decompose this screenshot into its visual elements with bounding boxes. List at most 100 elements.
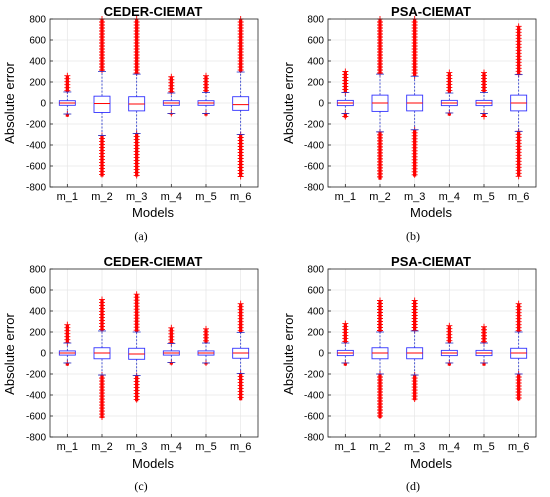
panel-title: CEDER-CIEMAT [104, 4, 203, 19]
y-tick-label: 0 [40, 349, 46, 360]
outlier-marker [481, 113, 487, 120]
y-tick-label: 800 [307, 15, 324, 26]
x-tick-label: m_2 [369, 191, 390, 203]
x-tick-label: m_1 [335, 441, 356, 453]
box-m_2 [93, 296, 111, 421]
outlier-marker [133, 172, 140, 179]
panel-title: PSA-CIEMAT [391, 254, 471, 269]
y-tick-label: 0 [318, 349, 324, 360]
x-tick-label: m_3 [126, 191, 147, 203]
x-tick-label: m_2 [91, 441, 112, 453]
y-tick-label: 600 [29, 36, 46, 47]
y-tick-label: 800 [29, 15, 46, 26]
y-tick-label: -800 [26, 183, 46, 194]
y-tick-label: 800 [307, 265, 324, 276]
box-m_4 [162, 324, 180, 366]
box-m_6 [510, 300, 528, 401]
y-tick-label: 0 [40, 99, 46, 110]
panel-title: CEDER-CIEMAT [104, 254, 203, 269]
outlier-marker [377, 173, 383, 180]
y-axis-label: Absolute error [2, 313, 17, 395]
x-tick-label: m_6 [230, 191, 251, 203]
y-axis-label: Absolute error [281, 62, 296, 144]
x-tick-label: m_6 [230, 441, 251, 453]
panel-caption: (b) [406, 229, 420, 243]
x-axis-label: Models [132, 205, 174, 220]
box-m_4 [440, 322, 458, 366]
x-tick-label: m_6 [508, 441, 529, 453]
box-m_3 [128, 16, 146, 179]
box-m_1 [336, 320, 354, 366]
x-tick-label: m_3 [404, 441, 425, 453]
y-tick-label: 400 [29, 307, 46, 318]
outlier-marker [411, 396, 418, 403]
box-m_3 [128, 291, 146, 403]
y-tick-label: -800 [26, 433, 46, 444]
x-tick-label: m_4 [161, 441, 182, 453]
outlier-marker [168, 339, 175, 346]
y-tick-label: 200 [29, 78, 46, 89]
y-tick-label: -600 [304, 412, 324, 423]
y-tick-label: 600 [307, 36, 324, 47]
outlier-marker [99, 171, 105, 178]
box-m_5 [475, 323, 493, 366]
panel-c: CEDER-CIEMAT Absolute error Models (c) -… [2, 254, 259, 493]
y-tick-label: -400 [304, 391, 324, 402]
y-tick-label: 400 [29, 57, 46, 68]
box-m_1 [58, 321, 76, 366]
x-axis-label: Models [410, 205, 452, 220]
y-tick-label: 200 [307, 328, 324, 339]
outlier-marker [411, 171, 418, 178]
box-m_5 [197, 325, 215, 366]
outlier-marker [515, 395, 522, 401]
x-tick-label: m_2 [369, 441, 390, 453]
outlier-marker [377, 70, 383, 76]
outlier-marker [237, 394, 244, 401]
outlier-marker [515, 173, 522, 180]
y-tick-label: -400 [304, 141, 324, 152]
y-tick-label: -600 [26, 162, 46, 173]
x-tick-label: m_5 [195, 441, 216, 453]
outlier-marker [99, 67, 105, 73]
panel-title: PSA-CIEMAT [391, 4, 471, 19]
panel-b: PSA-CIEMAT Absolute error Models (b) -80… [281, 4, 537, 243]
y-tick-label: 400 [307, 307, 324, 318]
panel-caption: (c) [134, 479, 147, 493]
y-tick-label: -200 [304, 370, 324, 381]
y-tick-label: -800 [304, 433, 324, 444]
box-m_3 [406, 16, 424, 178]
y-tick-label: 200 [307, 78, 324, 89]
box-m_6 [232, 300, 250, 401]
y-tick-label: 800 [29, 265, 46, 276]
panel-d: PSA-CIEMAT Absolute error Models (d) -80… [281, 254, 537, 493]
y-axis-label: Absolute error [281, 313, 296, 395]
x-tick-label: m_4 [161, 191, 182, 203]
x-tick-label: m_3 [126, 441, 147, 453]
y-tick-label: -600 [26, 412, 46, 423]
x-tick-label: m_1 [57, 191, 78, 203]
box-m_4 [162, 73, 180, 117]
x-tick-label: m_2 [91, 191, 112, 203]
outlier-marker [99, 414, 105, 421]
outlier-marker [446, 87, 453, 94]
x-tick-label: m_3 [404, 191, 425, 203]
y-tick-label: 400 [307, 57, 324, 68]
y-tick-label: -200 [304, 120, 324, 131]
y-tick-label: 600 [307, 286, 324, 297]
y-tick-label: 200 [29, 328, 46, 339]
x-tick-label: m_1 [335, 191, 356, 203]
x-axis-label: Models [132, 456, 174, 471]
outlier-marker [377, 413, 383, 419]
box-m_2 [371, 297, 389, 419]
x-tick-label: m_5 [473, 441, 494, 453]
box-m_5 [475, 69, 493, 120]
outlier-marker [342, 338, 349, 345]
outlier-marker [481, 338, 487, 345]
outlier-marker [342, 113, 349, 120]
y-tick-label: -400 [26, 391, 46, 402]
y-tick-label: 0 [318, 99, 324, 110]
box-m_4 [440, 69, 458, 116]
x-tick-label: m_5 [473, 191, 494, 203]
box-m_1 [58, 72, 76, 118]
outlier-marker [168, 88, 175, 95]
